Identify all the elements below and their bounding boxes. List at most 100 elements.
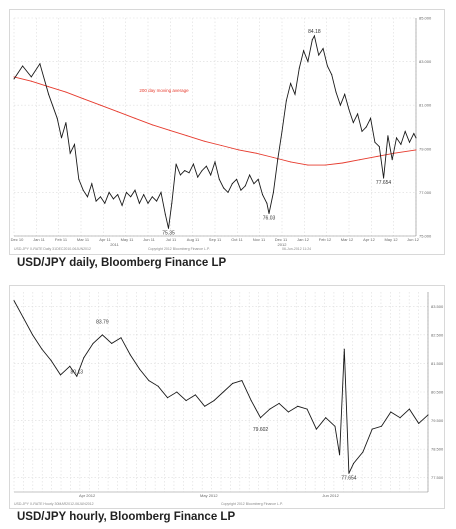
moving-average-label: 200 day moving average [139, 88, 189, 93]
data-point [399, 417, 401, 419]
data-point [266, 202, 268, 204]
data-point [157, 385, 159, 387]
data-point [160, 191, 162, 193]
data-point [83, 357, 85, 359]
data-point [306, 408, 308, 410]
data-point [192, 163, 194, 165]
x-tick-label: Feb 12 [319, 237, 332, 242]
data-point [297, 405, 299, 407]
hourly-chart: 77.500 78.500 79.500 80.500 81.500 82.500 83.5… [13, 292, 444, 506]
chart-footer-text: USD-JPY X-RATE Daily 31DEC2010-06JUN2012 [14, 247, 91, 251]
period-label: 2012 [278, 242, 288, 247]
data-point [413, 133, 415, 135]
data-point [30, 80, 32, 82]
data-point [287, 411, 289, 413]
x-tick-label: Sep 11 [209, 237, 222, 242]
y-tick-label: 82.500 [431, 332, 444, 337]
data-point [322, 48, 324, 50]
data-point [188, 172, 190, 174]
y-tick-label: 79.000 [419, 146, 432, 151]
chart-footer-text: Copyright 2012 Bloomberg Finance L.P. [148, 247, 210, 251]
data-point [134, 117, 136, 119]
y-tick-label: 78.500 [431, 447, 444, 452]
data-point [222, 391, 224, 393]
data-point [13, 76, 15, 78]
data-point [168, 227, 170, 229]
data-point [318, 54, 320, 56]
data-point [253, 183, 255, 185]
x-tick-label: Jan 11 [33, 237, 45, 242]
price-annotation: 79.602 [253, 427, 269, 433]
data-point [348, 472, 350, 474]
y-tick-label: 75.000 [419, 234, 432, 239]
data-point [91, 183, 93, 185]
data-point [121, 204, 123, 206]
data-point [50, 360, 52, 362]
data-point [13, 78, 15, 80]
data-point [151, 124, 153, 126]
x-tick-label: Apr 11 [99, 237, 111, 242]
data-point [339, 104, 341, 106]
moving-average-points [13, 76, 417, 166]
y-tick-label: 85.000 [419, 16, 432, 21]
data-point [117, 194, 119, 196]
x-tick-label: Dec 10 [11, 237, 24, 242]
data-point [99, 196, 101, 198]
x-tick-label: Mar 12 [341, 237, 354, 242]
data-point [244, 185, 246, 187]
data-point [331, 74, 333, 76]
data-point [41, 348, 43, 350]
data-point [281, 130, 283, 132]
hourly-chart-caption: USD/JPY hourly, Bloomberg Finance LP [17, 511, 236, 523]
data-point [272, 191, 274, 193]
chart-footer-text: Copyright 2012 Bloomberg Finance L.P. [221, 502, 283, 506]
data-point [409, 141, 411, 143]
data-point [359, 159, 361, 161]
data-point [343, 348, 345, 350]
data-point [298, 67, 300, 69]
daily-chart-caption: USD/JPY daily, Bloomberg Finance LP [17, 257, 227, 269]
data-point [378, 146, 380, 148]
data-point [376, 155, 378, 157]
data-point [262, 194, 264, 196]
data-point [120, 337, 122, 339]
data-point [326, 65, 328, 67]
data-point [213, 400, 215, 402]
data-point [307, 61, 309, 63]
data-point [205, 165, 207, 167]
moving-average-line [13, 76, 417, 166]
data-point [201, 170, 203, 172]
data-point [400, 143, 402, 145]
hourly-grid [13, 292, 429, 493]
data-point [335, 91, 337, 93]
price-annotation: 84.18 [308, 29, 321, 35]
data-point [39, 63, 41, 65]
price-points [13, 35, 417, 229]
data-point [404, 130, 406, 132]
data-point [138, 202, 140, 204]
y-tick-label: 83.000 [419, 59, 432, 64]
data-point [348, 109, 350, 111]
data-point [13, 300, 15, 302]
data-point [32, 334, 34, 336]
data-point [151, 196, 153, 198]
data-point [231, 183, 233, 185]
y-tick-label: 77.500 [431, 475, 444, 480]
price-line [13, 300, 429, 474]
y-tick-label: 80.500 [431, 390, 444, 395]
hourly-labels: 77.500 78.500 79.500 80.500 81.500 82.500 83.5… [14, 304, 444, 506]
data-point [169, 129, 171, 131]
data-point [56, 117, 58, 119]
data-point [184, 170, 186, 172]
data-point [344, 93, 346, 95]
data-point [260, 417, 262, 419]
data-point [352, 122, 354, 124]
data-point [268, 213, 270, 215]
data-point [278, 402, 280, 404]
data-point [393, 152, 395, 154]
data-point [357, 113, 359, 115]
data-point [65, 122, 67, 124]
data-point [78, 178, 80, 180]
data-point [285, 100, 287, 102]
